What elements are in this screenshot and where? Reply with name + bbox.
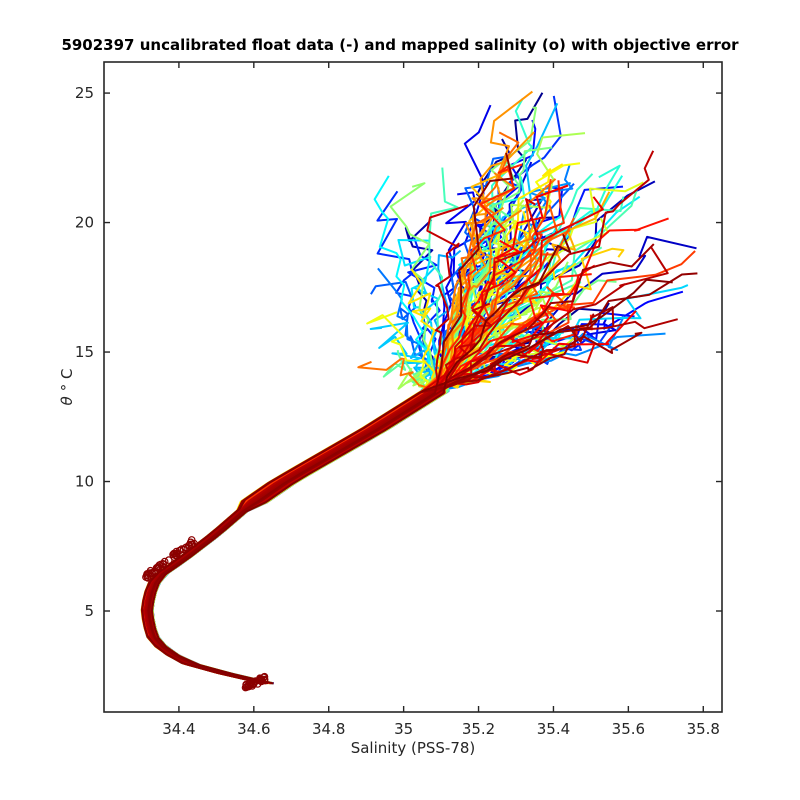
profile-line — [143, 246, 669, 684]
y-tick-label: 15 — [75, 343, 94, 361]
profile-series-group — [140, 90, 698, 685]
mapped-salinity-marker — [154, 564, 163, 573]
x-tick-label: 35.8 — [687, 720, 720, 738]
mapped-salinity-marker — [187, 540, 196, 549]
x-tick-label: 34.8 — [312, 720, 345, 738]
x-tick-label: 35 — [394, 720, 413, 738]
y-axis-ticks: 5 10 15 20 25 — [75, 84, 722, 620]
x-tick-label: 34.4 — [162, 720, 195, 738]
y-axis-label-symbol: θ — [58, 396, 76, 405]
mapped-salinity-marker — [159, 562, 167, 571]
x-axis-label: Salinity (PSS-78) — [351, 739, 476, 757]
mapped-salinity-marker — [155, 561, 164, 569]
x-tick-label: 34.6 — [237, 720, 270, 738]
profile-line — [148, 272, 698, 684]
y-tick-label: 20 — [75, 214, 94, 232]
plot-area — [104, 62, 722, 712]
x-tick-label: 35.6 — [612, 720, 645, 738]
y-axis-label: θ ° C — [58, 369, 76, 406]
mapped-salinity-marker — [172, 550, 181, 558]
x-tick-label: 35.4 — [537, 720, 570, 738]
mapped-salinity-marker — [259, 673, 268, 682]
mapped-salinity-marker — [172, 547, 181, 556]
y-tick-label: 25 — [75, 84, 94, 102]
plot-frame — [103, 61, 723, 713]
mapped-salinity-marker — [160, 557, 169, 566]
y-tick-label: 5 — [84, 602, 94, 620]
profile-line — [150, 150, 655, 683]
mapped-salinity-marker — [260, 676, 269, 685]
mapped-salinity-marker — [242, 681, 251, 689]
mapped-salinity-marker — [182, 543, 190, 552]
mapped-salinity-marker — [256, 674, 264, 683]
mapped-salinity-marker — [187, 536, 196, 544]
profile-line — [141, 278, 673, 682]
mapped-salinity-markers — [142, 536, 269, 692]
profile-line — [150, 234, 572, 685]
x-axis-ticks: 34.4 34.6 34.8 35 35.2 35.4 35.6 35.8 — [162, 62, 720, 738]
mapped-salinity-marker — [150, 568, 158, 577]
profile-line — [146, 243, 655, 685]
y-axis-label-unit: ° C — [58, 369, 76, 392]
x-tick-label: 35.2 — [462, 720, 495, 738]
profile-line — [147, 152, 514, 685]
profile-line — [144, 306, 615, 685]
y-tick-label: 10 — [75, 473, 94, 491]
mapped-salinity-marker — [142, 571, 151, 580]
chart-title: 5902397 uncalibrated float data (-) and … — [61, 36, 739, 54]
mapped-salinity-marker — [171, 551, 180, 560]
mapped-salinity-marker — [179, 545, 188, 554]
